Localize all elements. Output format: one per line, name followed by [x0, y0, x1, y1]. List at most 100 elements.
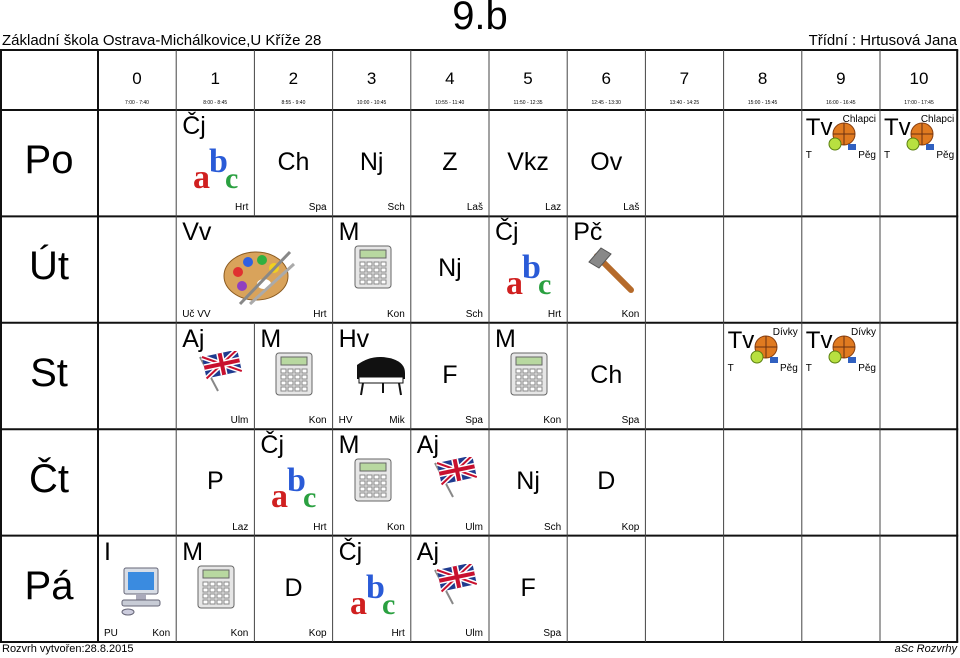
lesson-cell: Tv Chlapci T Pěg — [880, 110, 958, 216]
lesson-subject: Čj — [182, 112, 206, 141]
lesson-cell: F Spa — [489, 536, 567, 642]
period-number: 10 — [880, 69, 958, 89]
period-time: 11:50 - 12:35 — [489, 100, 567, 106]
lesson-room: HV — [339, 415, 353, 426]
abc-icon: abc — [504, 244, 560, 305]
lesson-teacher: Pěg — [936, 150, 954, 161]
lesson-cell: Hv HV Mik — [333, 323, 411, 429]
lesson-subject: P — [176, 467, 254, 496]
lesson-cell: D Kop — [567, 429, 645, 535]
lesson-room: T — [884, 150, 890, 161]
lesson-cell: M Kon — [254, 323, 332, 429]
period-time: 10:00 - 10:45 — [333, 100, 411, 106]
lesson-subject: Hv — [339, 325, 370, 354]
period-time: 8:55 - 9:40 — [254, 100, 332, 106]
lesson-teacher: Hrt — [391, 628, 404, 639]
day-label: Po — [0, 138, 98, 183]
lesson-teacher: Kon — [152, 628, 170, 639]
lesson-subject: D — [254, 574, 332, 603]
lesson-teacher: Laš — [467, 202, 483, 213]
lesson-cell: Čj a b c Hrt — [176, 110, 254, 216]
lesson-cell: Nj Sch — [333, 110, 411, 216]
period-number: 8 — [724, 69, 802, 89]
lesson-subject: F — [411, 361, 489, 390]
lesson-subject: M — [339, 218, 360, 247]
period-number: 1 — [176, 69, 254, 89]
lesson-subject: Vkz — [489, 148, 567, 177]
sport-balls-icon — [748, 335, 780, 370]
period-time: 12:45 - 13:30 — [567, 100, 645, 106]
lesson-teacher: Kon — [387, 522, 405, 533]
lesson-cell: F Spa — [411, 323, 489, 429]
lesson-subject: M — [339, 431, 360, 460]
lesson-cell: Tv Chlapci T Pěg — [802, 110, 880, 216]
lesson-subject: Aj — [417, 431, 439, 460]
day-label: Út — [0, 244, 98, 289]
day-label: St — [0, 351, 98, 396]
lesson-subject: M — [182, 538, 203, 567]
period-time: 15:00 - 15:45 — [724, 100, 802, 106]
lesson-teacher: Kon — [387, 309, 405, 320]
lesson-subject: Z — [411, 148, 489, 177]
lesson-cell: Čj a b c Hrt — [489, 216, 567, 322]
lesson-teacher: Ulm — [465, 628, 483, 639]
piano-icon — [353, 351, 409, 402]
lesson-teacher: Laš — [623, 202, 639, 213]
calculator-icon — [274, 351, 314, 402]
abc-icon: abc — [269, 457, 325, 518]
lesson-subject: M — [495, 325, 516, 354]
svg-text:a: a — [350, 585, 367, 620]
lesson-subject: Čj — [260, 431, 284, 460]
lesson-room: T — [728, 363, 734, 374]
lesson-teacher: Sch — [388, 202, 405, 213]
lesson-cell: Aj Ulm — [411, 429, 489, 535]
lesson-subject: Ch — [254, 148, 332, 177]
lesson-cell: Tv Dívky T Pěg — [802, 323, 880, 429]
lesson-teacher: Spa — [309, 202, 327, 213]
period-number: 2 — [254, 69, 332, 89]
lesson-teacher: Hrt — [548, 309, 561, 320]
day-label: Pá — [0, 564, 98, 609]
lesson-subject: Vv — [182, 218, 211, 247]
lesson-cell: Nj Sch — [489, 429, 567, 535]
calculator-icon — [196, 564, 236, 615]
sport-balls-icon — [904, 122, 936, 157]
lesson-teacher: Kon — [231, 628, 249, 639]
lesson-cell: Vkz Laz — [489, 110, 567, 216]
lesson-teacher: Ulm — [465, 522, 483, 533]
footer-created: Rozvrh vytvořen:28.8.2015 — [2, 643, 133, 655]
lesson-subject: Nj — [333, 148, 411, 177]
period-number: 3 — [333, 69, 411, 89]
period-number: 0 — [98, 69, 176, 89]
lesson-teacher: Laz — [232, 522, 248, 533]
lesson-cell: Ch Spa — [254, 110, 332, 216]
lesson-cell: M Kon — [176, 536, 254, 642]
lesson-room: Uč VV — [182, 309, 210, 320]
lesson-teacher: Mik — [389, 415, 405, 426]
lesson-teacher: Kon — [622, 309, 640, 320]
lesson-teacher: Kon — [543, 415, 561, 426]
lesson-cell: Aj Ulm — [176, 323, 254, 429]
lesson-subject: Čj — [339, 538, 363, 567]
lesson-cell: Pč Kon — [567, 216, 645, 322]
period-time: 7:00 - 7:40 — [98, 100, 176, 106]
svg-text:c: c — [382, 588, 395, 620]
lesson-subject: D — [567, 467, 645, 496]
lesson-cell: I PU Kon — [98, 536, 176, 642]
lesson-cell: M Kon — [489, 323, 567, 429]
lesson-room: T — [806, 363, 812, 374]
lesson-teacher: Ulm — [231, 415, 249, 426]
svg-text:a: a — [506, 265, 523, 300]
lesson-teacher: Kop — [622, 522, 640, 533]
calculator-icon — [353, 457, 393, 508]
lesson-subject: F — [489, 574, 567, 603]
lesson-cell: Čj a b c Hrt — [333, 536, 411, 642]
lesson-teacher: Hrt — [313, 309, 326, 320]
period-time: 8:00 - 8:45 — [176, 100, 254, 106]
lesson-teacher: Pěg — [780, 363, 798, 374]
period-number: 9 — [802, 69, 880, 89]
lesson-cell: Čj a b c Hrt — [254, 429, 332, 535]
lesson-subject: Čj — [495, 218, 519, 247]
lesson-teacher: Spa — [543, 628, 561, 639]
